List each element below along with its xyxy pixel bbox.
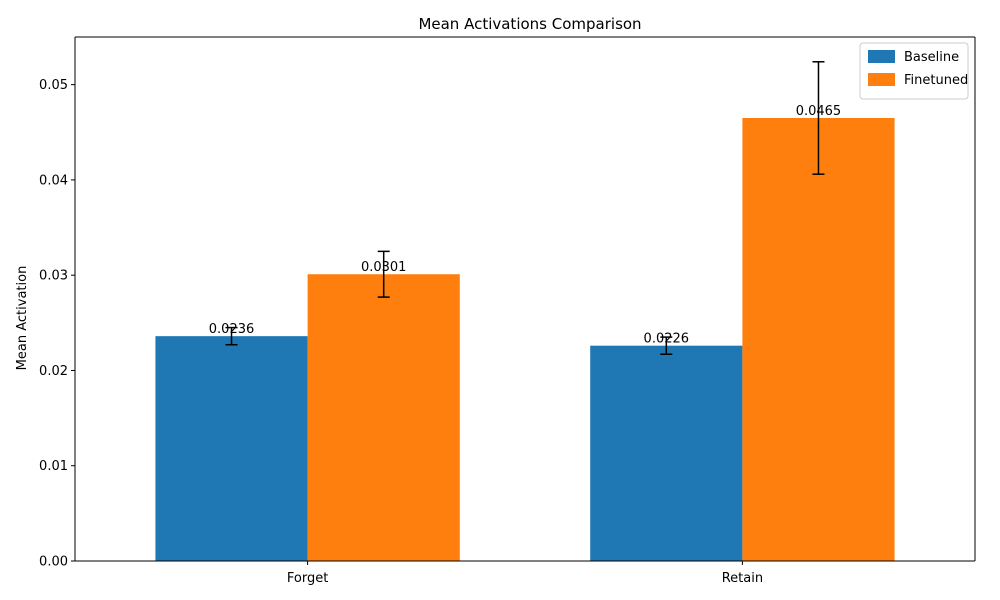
legend: Baseline Finetuned <box>859 42 969 100</box>
y-tick-label: 0.05 <box>39 78 68 93</box>
data-label-finetuned-retain: 0.0465 <box>796 104 842 119</box>
x-tick-label: Retain <box>722 571 763 586</box>
chart-title: Mean Activations Comparison <box>418 15 641 33</box>
bar-finetuned-forget <box>307 274 460 561</box>
legend-label-finetuned: Finetuned <box>904 73 968 88</box>
bar-baseline-retain <box>590 345 743 561</box>
y-tick-label: 0.00 <box>39 555 68 570</box>
error-bar-finetuned-retain <box>812 61 825 175</box>
bar-finetuned-retain <box>742 117 895 562</box>
y-tick-label: 0.02 <box>39 364 68 379</box>
legend-swatch-finetuned <box>868 73 895 86</box>
plot-area: 0.0236 0.0301 0.0226 0.0465 0.00 0.01 0.02 0.03… <box>39 36 976 586</box>
y-tick-label: 0.03 <box>39 269 68 284</box>
y-tick-label: 0.04 <box>39 173 68 188</box>
data-label-finetuned-forget: 0.0301 <box>361 260 407 275</box>
legend-label-baseline: Baseline <box>904 50 959 65</box>
x-tick-label: Forget <box>287 571 328 586</box>
error-bar-finetuned-forget <box>377 250 390 298</box>
y-tick-label: 0.01 <box>39 459 68 474</box>
error-bar-baseline-forget <box>225 326 238 346</box>
error-bar-baseline-retain <box>660 336 673 356</box>
data-label-baseline-forget: 0.0236 <box>209 322 255 337</box>
y-axis-label: Mean Activation <box>15 266 30 371</box>
bar-baseline-forget <box>155 336 308 561</box>
data-label-baseline-retain: 0.0226 <box>644 332 690 347</box>
legend-swatch-baseline <box>868 50 895 63</box>
